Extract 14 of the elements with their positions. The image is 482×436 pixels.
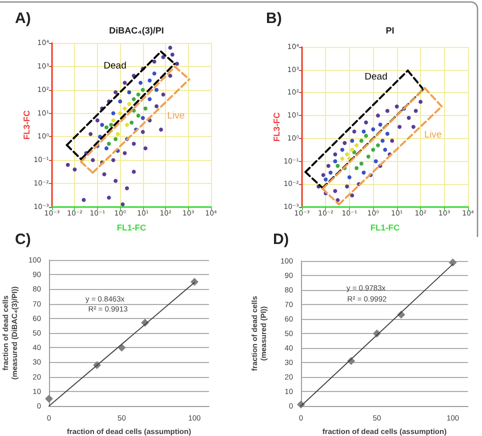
chart-title: B) [266, 10, 282, 27]
chart-subtitle: PI [386, 26, 394, 36]
y-axis-title: FL3-FC [22, 110, 32, 140]
chart-title: D) [273, 231, 289, 248]
annotation: Live [167, 110, 185, 122]
chart-title: A) [15, 10, 31, 27]
chart-title: C) [15, 231, 31, 248]
annotation: Dead [104, 60, 126, 72]
chart-subtitle: DiBAC₄(3)/PI [109, 26, 164, 36]
x-axis-title: FL1-FC [116, 222, 146, 232]
annotation: Live [424, 130, 442, 140]
x-axis-title: FL1-FC [370, 222, 400, 232]
annotation: Dead [364, 72, 388, 82]
y-axis-title: FL3-FC [272, 112, 282, 142]
